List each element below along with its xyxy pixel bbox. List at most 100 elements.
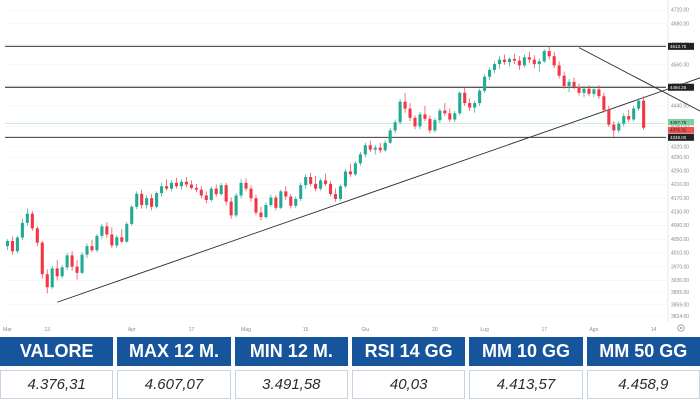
candle-down bbox=[274, 197, 278, 208]
candle-up bbox=[125, 223, 129, 242]
candle-up bbox=[95, 235, 99, 251]
candle-down bbox=[448, 113, 452, 120]
candle-up bbox=[617, 123, 621, 131]
x-tick-label: Ago bbox=[589, 327, 598, 333]
x-tick-label: Mar bbox=[3, 327, 12, 333]
candle-down bbox=[30, 213, 34, 229]
candle-down bbox=[314, 183, 318, 189]
candle-down bbox=[75, 266, 79, 273]
candle-down bbox=[403, 101, 407, 109]
candle-up bbox=[85, 246, 89, 255]
y-tick-label: 4320.00 bbox=[671, 144, 689, 150]
candle-down bbox=[468, 103, 472, 108]
grid bbox=[5, 0, 669, 322]
candle-up bbox=[393, 122, 397, 131]
candle-down bbox=[333, 194, 338, 199]
candle-up bbox=[358, 154, 362, 164]
candle-down bbox=[552, 56, 556, 66]
candle-down bbox=[204, 195, 208, 200]
value-valore: 4.376,31 bbox=[0, 370, 114, 399]
value-mm-50gg: 4.458,9 bbox=[586, 370, 700, 399]
price-labels: 4613.75 4494.25 4348.00 4387.75 4376.31 bbox=[668, 42, 694, 141]
candle-down bbox=[174, 182, 179, 187]
level-label: 4613.75 bbox=[670, 44, 687, 49]
candle-up bbox=[592, 89, 596, 94]
candle-up bbox=[637, 100, 641, 109]
candle-up bbox=[398, 101, 402, 123]
candle-up bbox=[373, 147, 377, 150]
candle-up bbox=[338, 186, 343, 199]
candle-down bbox=[110, 234, 114, 246]
candle-up bbox=[25, 213, 29, 223]
y-tick-label: 4010.00 bbox=[671, 251, 689, 257]
candle-up bbox=[319, 180, 323, 189]
candle-down bbox=[408, 108, 412, 118]
candle-up bbox=[492, 64, 497, 70]
candle-up bbox=[239, 182, 243, 196]
candle-up bbox=[160, 186, 164, 194]
level-label-box bbox=[668, 83, 694, 91]
candle-up bbox=[567, 81, 571, 86]
candle-up bbox=[458, 92, 462, 114]
candle-down bbox=[517, 60, 521, 66]
candle-down bbox=[40, 242, 44, 275]
candle-up bbox=[488, 69, 492, 77]
level-label-box bbox=[668, 133, 694, 141]
candle-down bbox=[572, 81, 576, 87]
candle-down bbox=[199, 189, 203, 196]
y-tick-label: 4290.00 bbox=[671, 155, 689, 161]
y-tick-label: 3895.00 bbox=[671, 290, 689, 296]
candle-down bbox=[612, 124, 616, 131]
x-tick-label: 14 bbox=[651, 327, 657, 333]
candle-up bbox=[383, 142, 387, 151]
candle-down bbox=[607, 109, 611, 125]
value-max-12m: 4.607,07 bbox=[117, 370, 231, 399]
price-label-box bbox=[668, 126, 694, 134]
candle-up bbox=[542, 51, 546, 62]
value-rsi-14gg: 40,03 bbox=[351, 370, 466, 399]
y-tick-label: 4680.00 bbox=[671, 21, 689, 27]
candle-up bbox=[453, 113, 457, 120]
candle-down bbox=[214, 188, 218, 195]
candle-up bbox=[65, 255, 69, 268]
candle-down bbox=[512, 58, 516, 61]
candle-down bbox=[577, 87, 581, 93]
candle-down bbox=[413, 117, 417, 127]
candle-down bbox=[602, 96, 606, 110]
header-mm-10gg: MM 10 GG bbox=[469, 337, 583, 366]
candle-down bbox=[55, 268, 59, 277]
level-lines bbox=[5, 45, 666, 138]
candle-down bbox=[150, 198, 154, 207]
x-tick-label: 15 bbox=[303, 327, 309, 333]
candle-up bbox=[100, 226, 104, 236]
candle-up bbox=[234, 195, 238, 216]
candle-down bbox=[502, 59, 507, 63]
candle-down bbox=[532, 59, 536, 65]
candle-up bbox=[294, 198, 298, 206]
trend-line bbox=[578, 47, 700, 112]
header-mm-50gg: MM 50 GG bbox=[586, 337, 700, 366]
x-tick-label: Mag bbox=[241, 327, 251, 333]
candle-down bbox=[463, 92, 467, 104]
candle-down bbox=[368, 145, 372, 150]
candle-up bbox=[145, 198, 149, 206]
stats-value-row: 4.376,31 4.607,07 3.491,58 40,03 4.413,5… bbox=[0, 370, 700, 399]
candle-down bbox=[189, 184, 193, 188]
candle-up bbox=[537, 61, 541, 65]
candle-up bbox=[418, 114, 422, 127]
candle-down bbox=[587, 88, 591, 94]
y-tick-label: 4210.00 bbox=[671, 182, 689, 188]
candle-up bbox=[219, 185, 223, 195]
header-max-12m: MAX 12 M. bbox=[117, 337, 231, 366]
candle-down bbox=[244, 182, 248, 189]
candle-up bbox=[20, 222, 24, 238]
y-tick-label: 3824.00 bbox=[671, 314, 689, 320]
candle-up bbox=[264, 205, 268, 218]
y-tick-label: 4720.00 bbox=[671, 8, 689, 14]
candle-down bbox=[428, 118, 432, 131]
price-label: 4376.31 bbox=[670, 128, 687, 133]
x-tick-label: Apr bbox=[128, 327, 136, 333]
candle-down bbox=[10, 241, 14, 252]
settings-icon[interactable] bbox=[677, 324, 685, 332]
candle-down bbox=[328, 183, 333, 195]
